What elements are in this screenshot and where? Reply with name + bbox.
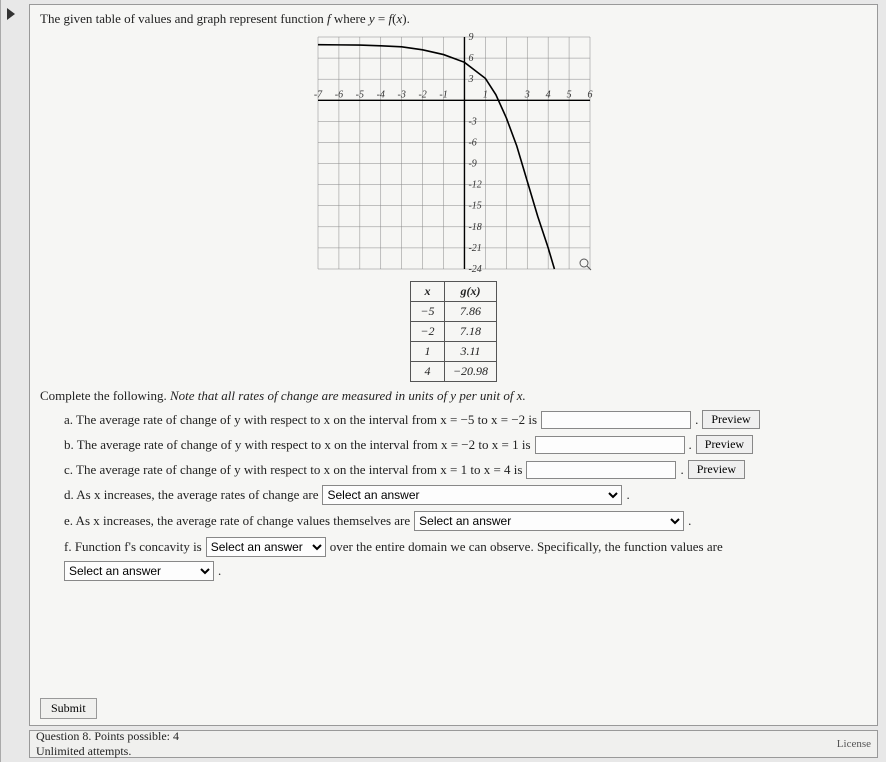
svg-text:6: 6 <box>468 53 473 64</box>
question-e-label: e. As x increases, the average rate of c… <box>64 513 410 529</box>
license-label: License <box>837 738 871 750</box>
table-row: −57.86 <box>410 302 496 322</box>
submit-button[interactable]: Submit <box>40 698 97 719</box>
svg-text:1: 1 <box>482 89 487 100</box>
answer-c-input[interactable] <box>526 461 676 479</box>
svg-text:-21: -21 <box>468 243 481 254</box>
svg-text:-24: -24 <box>468 264 481 273</box>
svg-text:-3: -3 <box>468 116 476 127</box>
svg-text:-12: -12 <box>468 180 481 191</box>
preview-a-button[interactable]: Preview <box>702 410 759 429</box>
intro-text: The given table of values and graph repr… <box>40 11 867 27</box>
svg-text:-3: -3 <box>397 89 405 100</box>
svg-text:-15: -15 <box>468 201 481 212</box>
answer-f2-select[interactable]: Select an answer <box>64 561 214 581</box>
footer-bar: Question 8. Points possible: 4 Unlimited… <box>29 730 878 758</box>
svg-text:-2: -2 <box>418 89 426 100</box>
col-gx-header: g(x) <box>444 282 496 302</box>
table-row: −27.18 <box>410 322 496 342</box>
svg-text:-6: -6 <box>334 89 342 100</box>
play-icon <box>7 8 15 20</box>
svg-text:-6: -6 <box>468 137 476 148</box>
col-x-header: x <box>410 282 444 302</box>
footer-info: Question 8. Points possible: 4 Unlimited… <box>36 729 179 759</box>
question-d: d. As x increases, the average rates of … <box>64 485 867 505</box>
table-row: 4−20.98 <box>410 362 496 382</box>
svg-text:3: 3 <box>523 89 529 100</box>
points-line: Question 8. Points possible: 4 <box>36 729 179 744</box>
question-f: f. Function f's concavity is Select an a… <box>64 537 867 581</box>
data-table: x g(x) −57.86 −27.18 13.11 4−20.98 <box>410 281 497 382</box>
question-e: e. As x increases, the average rate of c… <box>64 511 867 531</box>
svg-text:6: 6 <box>587 89 592 100</box>
function-chart: -7-6-5-4-3-2-113456963-3-6-9-12-15-18-21… <box>314 33 594 273</box>
question-b: b. The average rate of change of y with … <box>64 435 867 454</box>
instruction-text: Complete the following. Note that all ra… <box>40 388 867 404</box>
preview-c-button[interactable]: Preview <box>688 460 745 479</box>
graph-area: -7-6-5-4-3-2-113456963-3-6-9-12-15-18-21… <box>40 33 867 382</box>
svg-text:-18: -18 <box>468 222 481 233</box>
table-header-row: x g(x) <box>410 282 496 302</box>
submit-area: Submit <box>40 698 97 719</box>
question-a-label: a. The average rate of change of y with … <box>64 412 537 428</box>
preview-b-button[interactable]: Preview <box>696 435 753 454</box>
answer-f1-select[interactable]: Select an answer <box>206 537 326 557</box>
answer-a-input[interactable] <box>541 411 691 429</box>
question-d-label: d. As x increases, the average rates of … <box>64 487 318 503</box>
svg-text:-4: -4 <box>376 89 384 100</box>
question-b-label: b. The average rate of change of y with … <box>64 437 531 453</box>
question-f-label-pre: f. Function f's concavity is <box>64 539 202 555</box>
svg-text:5: 5 <box>566 89 571 100</box>
svg-text:-1: -1 <box>439 89 447 100</box>
question-panel: The given table of values and graph repr… <box>29 4 878 726</box>
svg-text:3: 3 <box>467 74 473 85</box>
svg-text:-7: -7 <box>314 89 323 100</box>
question-a: a. The average rate of change of y with … <box>64 410 867 429</box>
question-c-label: c. The average rate of change of y with … <box>64 462 522 478</box>
answer-d-select[interactable]: Select an answer <box>322 485 622 505</box>
svg-text:9: 9 <box>468 33 473 43</box>
question-list: a. The average rate of change of y with … <box>40 410 867 581</box>
app-frame: The given table of values and graph repr… <box>0 0 886 762</box>
svg-text:4: 4 <box>545 89 550 100</box>
answer-e-select[interactable]: Select an answer <box>414 511 684 531</box>
attempts-line: Unlimited attempts. <box>36 744 179 759</box>
svg-text:-5: -5 <box>355 89 363 100</box>
question-f-label-mid: over the entire domain we can observe. S… <box>330 539 723 555</box>
question-c: c. The average rate of change of y with … <box>64 460 867 479</box>
table-row: 13.11 <box>410 342 496 362</box>
answer-b-input[interactable] <box>535 436 685 454</box>
svg-text:-9: -9 <box>468 159 476 170</box>
